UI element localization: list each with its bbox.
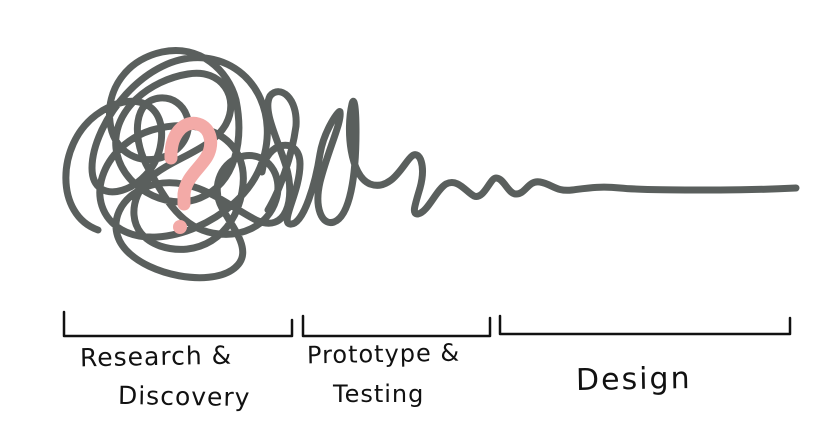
stage-label-research: Research & xyxy=(80,343,233,371)
stage-label-testing: Testing xyxy=(333,382,424,406)
bracket-research-discovery xyxy=(64,312,292,336)
bracket-design xyxy=(500,316,790,334)
stage-label-design: Design xyxy=(576,364,692,396)
stage-label-prototype: Prototype & xyxy=(307,341,461,368)
question-mark-dot xyxy=(173,220,187,234)
bracket-prototype-testing xyxy=(303,316,490,336)
loopy-transition-line xyxy=(262,101,796,224)
stage-label-discovery: Discovery xyxy=(118,383,251,410)
question-mark-icon xyxy=(171,123,211,234)
